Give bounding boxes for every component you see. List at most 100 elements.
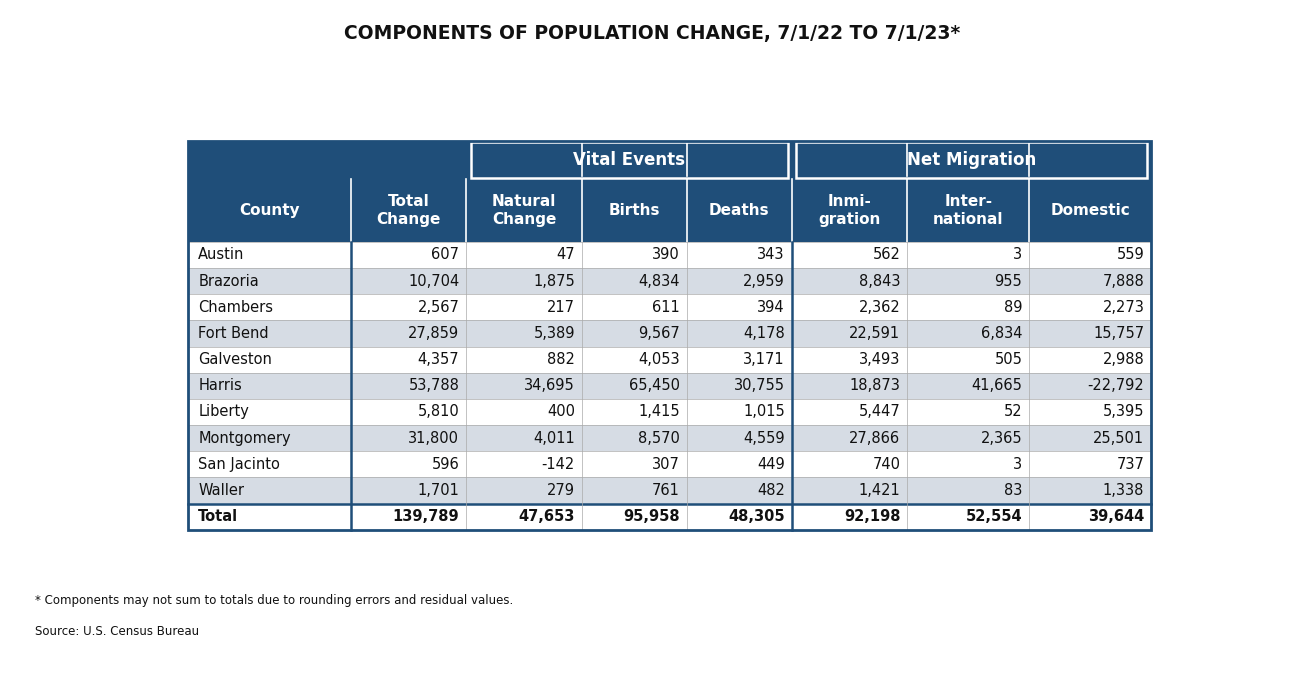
Bar — [188, 346, 1151, 373]
Text: 52: 52 — [1004, 404, 1022, 419]
Text: 2,567: 2,567 — [417, 300, 459, 315]
Text: 5,810: 5,810 — [417, 404, 459, 419]
Text: Vital Events: Vital Events — [574, 151, 685, 168]
Text: 761: 761 — [652, 483, 679, 498]
Text: * Components may not sum to totals due to rounding errors and residual values.: * Components may not sum to totals due t… — [35, 594, 514, 607]
Bar — [188, 294, 1151, 320]
Text: Fort Bend: Fort Bend — [198, 326, 269, 341]
Bar — [188, 399, 1151, 425]
Text: Galveston: Galveston — [198, 352, 273, 367]
Text: COMPONENTS OF POPULATION CHANGE, 7/1/22 TO 7/1/23*: COMPONENTS OF POPULATION CHANGE, 7/1/22 … — [344, 24, 960, 42]
Text: Natural
Change: Natural Change — [492, 194, 557, 226]
Bar — [188, 242, 1151, 268]
Text: 25,501: 25,501 — [1093, 431, 1145, 446]
Text: Net Migration: Net Migration — [908, 151, 1037, 168]
Text: 607: 607 — [432, 247, 459, 262]
Text: Inter-
national: Inter- national — [934, 194, 1004, 226]
Text: 3,493: 3,493 — [859, 352, 900, 367]
Text: 7,888: 7,888 — [1103, 274, 1145, 288]
Text: 4,178: 4,178 — [743, 326, 785, 341]
Text: Total
Change: Total Change — [377, 194, 441, 226]
Text: 27,866: 27,866 — [849, 431, 900, 446]
Text: 41,665: 41,665 — [971, 378, 1022, 394]
Text: 2,959: 2,959 — [743, 274, 785, 288]
Text: 4,053: 4,053 — [638, 352, 679, 367]
Text: 4,834: 4,834 — [639, 274, 679, 288]
Text: 1,338: 1,338 — [1103, 483, 1145, 498]
Text: Brazoria: Brazoria — [198, 274, 259, 288]
Text: -142: -142 — [541, 457, 575, 472]
Text: 449: 449 — [758, 457, 785, 472]
Text: 27,859: 27,859 — [408, 326, 459, 341]
Text: 740: 740 — [872, 457, 900, 472]
Text: 31,800: 31,800 — [408, 431, 459, 446]
Text: 48,305: 48,305 — [728, 509, 785, 524]
Text: 4,357: 4,357 — [417, 352, 459, 367]
Text: 3: 3 — [1013, 457, 1022, 472]
Text: 307: 307 — [652, 457, 679, 472]
Bar — [471, 142, 788, 178]
Text: Austin: Austin — [198, 247, 245, 262]
Text: Deaths: Deaths — [709, 203, 769, 218]
Text: 1,701: 1,701 — [417, 483, 459, 498]
Text: 3,171: 3,171 — [743, 352, 785, 367]
Bar — [188, 477, 1151, 503]
Text: 1,875: 1,875 — [533, 274, 575, 288]
Text: 39,644: 39,644 — [1088, 509, 1145, 524]
Text: Chambers: Chambers — [198, 300, 274, 315]
Text: 217: 217 — [546, 300, 575, 315]
Text: 400: 400 — [546, 404, 575, 419]
Text: 4,559: 4,559 — [743, 431, 785, 446]
Text: 5,395: 5,395 — [1103, 404, 1145, 419]
Bar — [188, 268, 1151, 294]
Bar — [188, 503, 1151, 530]
Text: 8,843: 8,843 — [859, 274, 900, 288]
Bar — [188, 141, 1151, 530]
Text: 18,873: 18,873 — [849, 378, 900, 394]
Text: 737: 737 — [1116, 457, 1145, 472]
Text: 1,015: 1,015 — [743, 404, 785, 419]
Text: Source: U.S. Census Bureau: Source: U.S. Census Bureau — [35, 625, 200, 638]
Text: Montgomery: Montgomery — [198, 431, 291, 446]
Bar — [188, 452, 1151, 477]
Text: 1,421: 1,421 — [858, 483, 900, 498]
Text: County: County — [239, 203, 300, 218]
Text: 882: 882 — [548, 352, 575, 367]
Text: 22,591: 22,591 — [849, 326, 900, 341]
Text: Harris: Harris — [198, 378, 243, 394]
Text: Liberty: Liberty — [198, 404, 249, 419]
Text: 955: 955 — [995, 274, 1022, 288]
Text: 52,554: 52,554 — [966, 509, 1022, 524]
Text: 279: 279 — [546, 483, 575, 498]
Text: 89: 89 — [1004, 300, 1022, 315]
Text: 9,567: 9,567 — [638, 326, 679, 341]
Bar — [188, 425, 1151, 452]
Text: 95,958: 95,958 — [623, 509, 679, 524]
Text: Domestic: Domestic — [1051, 203, 1131, 218]
Text: 8,570: 8,570 — [638, 431, 679, 446]
Text: 139,789: 139,789 — [393, 509, 459, 524]
Text: 390: 390 — [652, 247, 679, 262]
Text: 482: 482 — [756, 483, 785, 498]
Bar — [188, 320, 1151, 346]
Text: Total: Total — [198, 509, 239, 524]
Text: 4,011: 4,011 — [533, 431, 575, 446]
Text: 47: 47 — [557, 247, 575, 262]
Bar — [795, 142, 1148, 178]
Text: 2,362: 2,362 — [858, 300, 900, 315]
Text: -22,792: -22,792 — [1088, 378, 1145, 394]
Text: 53,788: 53,788 — [408, 378, 459, 394]
Text: 65,450: 65,450 — [629, 378, 679, 394]
Text: 343: 343 — [758, 247, 785, 262]
Text: 34,695: 34,695 — [524, 378, 575, 394]
Text: 505: 505 — [995, 352, 1022, 367]
Text: 83: 83 — [1004, 483, 1022, 498]
Text: 6,834: 6,834 — [981, 326, 1022, 341]
Text: 10,704: 10,704 — [408, 274, 459, 288]
Text: Waller: Waller — [198, 483, 244, 498]
Text: 3: 3 — [1013, 247, 1022, 262]
Text: 5,447: 5,447 — [858, 404, 900, 419]
Text: 47,653: 47,653 — [519, 509, 575, 524]
Text: San Jacinto: San Jacinto — [198, 457, 280, 472]
Text: 2,273: 2,273 — [1102, 300, 1145, 315]
